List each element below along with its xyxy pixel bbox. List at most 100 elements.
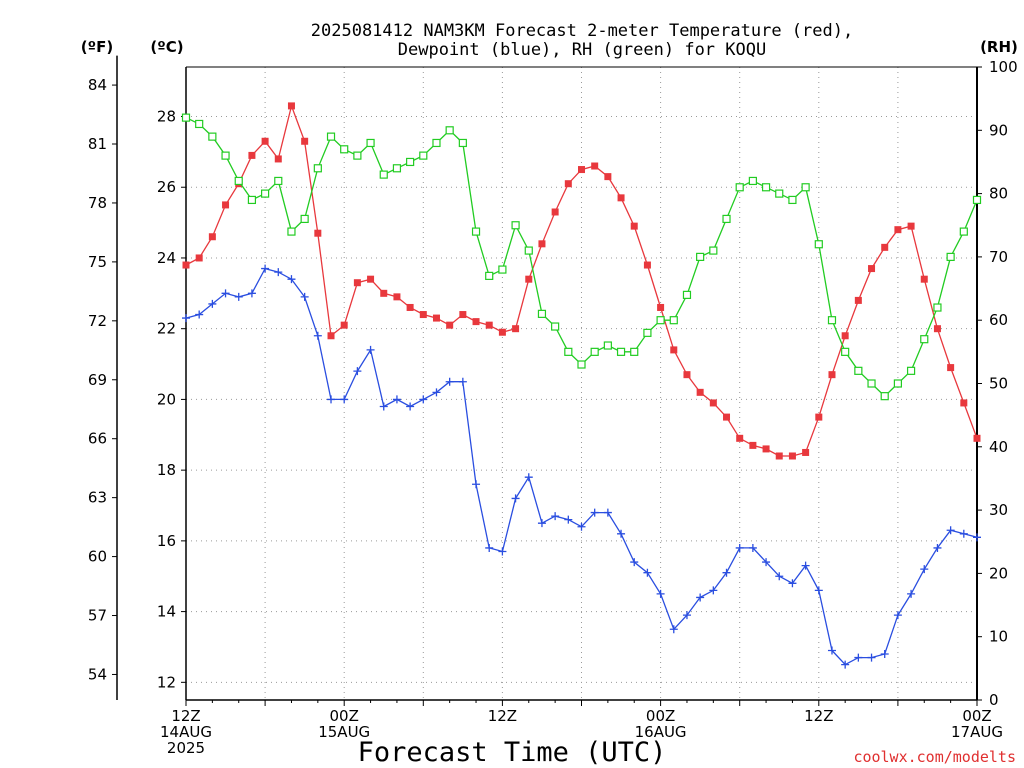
rh-marker bbox=[867, 379, 876, 388]
axes: 54 57 60 63 66 69 72 75 78 81 84 12 14 16 18 20 22 24 26 28… bbox=[88, 55, 1018, 757]
temperature-marker bbox=[788, 452, 796, 460]
rh-tick-label: 60 bbox=[989, 311, 1008, 329]
temperature-marker bbox=[459, 311, 467, 319]
dewpoint-marker bbox=[419, 395, 428, 404]
temperature-marker bbox=[512, 325, 520, 333]
celsius-tick-label: 24 bbox=[157, 249, 176, 267]
rh-marker bbox=[498, 265, 507, 274]
dewpoint-marker bbox=[498, 547, 507, 556]
dewpoint-marker bbox=[379, 402, 388, 411]
rh-tick-label: 40 bbox=[989, 438, 1008, 456]
temperature-marker bbox=[380, 289, 388, 297]
dewpoint-marker bbox=[577, 522, 586, 531]
temperature-marker bbox=[432, 314, 440, 322]
rh-marker bbox=[669, 316, 678, 325]
time-tick-label: 17AUG bbox=[951, 723, 1003, 741]
dewpoint-marker bbox=[366, 345, 375, 354]
dewpoint-marker bbox=[261, 264, 270, 273]
rh-marker bbox=[814, 240, 823, 249]
rh-tick-label: 20 bbox=[989, 564, 1008, 582]
rh-marker bbox=[880, 392, 889, 401]
rh-tick-label: 90 bbox=[989, 121, 1008, 139]
dewpoint-marker bbox=[722, 568, 731, 577]
dewpoint-marker bbox=[445, 377, 454, 386]
temperature-marker bbox=[617, 194, 625, 202]
celsius-tick-label: 14 bbox=[157, 603, 176, 621]
dewpoint-marker bbox=[353, 367, 362, 376]
rh-marker bbox=[788, 195, 797, 205]
dewpoint-marker bbox=[656, 589, 665, 598]
temperature-marker bbox=[222, 201, 230, 209]
temperature-marker bbox=[367, 275, 375, 283]
fahrenheit-tick-label: 78 bbox=[88, 194, 107, 212]
dewpoint-marker bbox=[603, 508, 612, 517]
temperature-marker bbox=[709, 399, 717, 407]
fahrenheit-tick-label: 63 bbox=[88, 489, 107, 507]
rh-marker bbox=[906, 366, 916, 375]
dewpoint-marker bbox=[762, 558, 771, 567]
dewpoint-marker bbox=[234, 292, 243, 301]
dewpoint-marker bbox=[327, 395, 336, 404]
dewpoint-marker bbox=[274, 268, 283, 277]
rh-marker bbox=[326, 132, 336, 141]
time-tick-label: 15AUG bbox=[318, 723, 370, 741]
fahrenheit-axis-label: (ºF) bbox=[81, 38, 113, 56]
rh-marker bbox=[379, 170, 388, 179]
temperature-marker bbox=[472, 318, 480, 326]
dewpoint-marker bbox=[182, 314, 190, 323]
time-tick-label: 12Z bbox=[488, 707, 517, 725]
celsius-tick-label: 28 bbox=[157, 108, 176, 126]
temperature-marker bbox=[815, 413, 823, 421]
fahrenheit-tick-label: 66 bbox=[88, 430, 107, 448]
dewpoint-marker bbox=[458, 377, 467, 386]
rh-marker bbox=[485, 271, 494, 280]
dewpoint-marker bbox=[643, 568, 652, 577]
rh-marker bbox=[419, 151, 428, 160]
fahrenheit-tick-label: 75 bbox=[88, 253, 107, 271]
fahrenheit-tick-label: 60 bbox=[88, 548, 107, 566]
dewpoint-marker bbox=[946, 526, 955, 535]
chart-title-line2: Dewpoint (blue), RH (green) for KOQU bbox=[398, 40, 766, 60]
dewpoint-marker bbox=[630, 558, 639, 567]
temperature-marker bbox=[340, 321, 348, 329]
rh-marker bbox=[313, 164, 322, 173]
temperature-marker bbox=[274, 155, 282, 163]
dewpoint-marker bbox=[920, 565, 929, 574]
x-axis-title: Forecast Time (UTC) bbox=[358, 737, 667, 768]
rh-marker bbox=[656, 316, 665, 325]
rh-marker bbox=[893, 379, 903, 388]
temperature-marker bbox=[670, 346, 678, 354]
time-tick-label: 2025 bbox=[167, 739, 205, 757]
dewpoint-marker bbox=[590, 508, 599, 517]
rh-tick-label: 100 bbox=[989, 58, 1018, 76]
credit-text: coolwx.com/modelts bbox=[853, 748, 1016, 766]
rh-marker bbox=[630, 347, 639, 356]
dewpoint-marker bbox=[406, 402, 415, 411]
dewpoint-marker bbox=[907, 589, 916, 598]
rh-marker bbox=[551, 322, 560, 331]
rh-marker bbox=[181, 113, 191, 122]
temperature-marker bbox=[498, 328, 506, 336]
temperature-marker bbox=[841, 332, 849, 340]
celsius-tick-label: 26 bbox=[157, 178, 176, 196]
fahrenheit-tick-label: 84 bbox=[88, 76, 107, 94]
dewpoint-marker bbox=[748, 543, 757, 552]
temperature-marker bbox=[762, 445, 770, 453]
temperature-marker bbox=[485, 321, 493, 329]
celsius-tick-label: 22 bbox=[157, 320, 176, 338]
temperature-marker bbox=[736, 434, 744, 442]
dewpoint-marker bbox=[867, 653, 876, 662]
rh-marker bbox=[722, 214, 731, 224]
dewpoint-marker bbox=[392, 395, 401, 404]
rh-marker bbox=[709, 246, 718, 255]
rh-marker bbox=[735, 183, 744, 192]
temperature-marker bbox=[393, 293, 401, 301]
time-tick-label: 00Z bbox=[646, 707, 675, 725]
temperature-marker bbox=[881, 243, 889, 251]
temperature-marker bbox=[696, 388, 704, 396]
rh-tick-label: 10 bbox=[989, 628, 1008, 646]
temperature-marker bbox=[854, 296, 862, 304]
temperature-marker bbox=[327, 332, 335, 340]
temperature-marker bbox=[683, 371, 691, 379]
time-tick-label: 16AUG bbox=[635, 723, 687, 741]
